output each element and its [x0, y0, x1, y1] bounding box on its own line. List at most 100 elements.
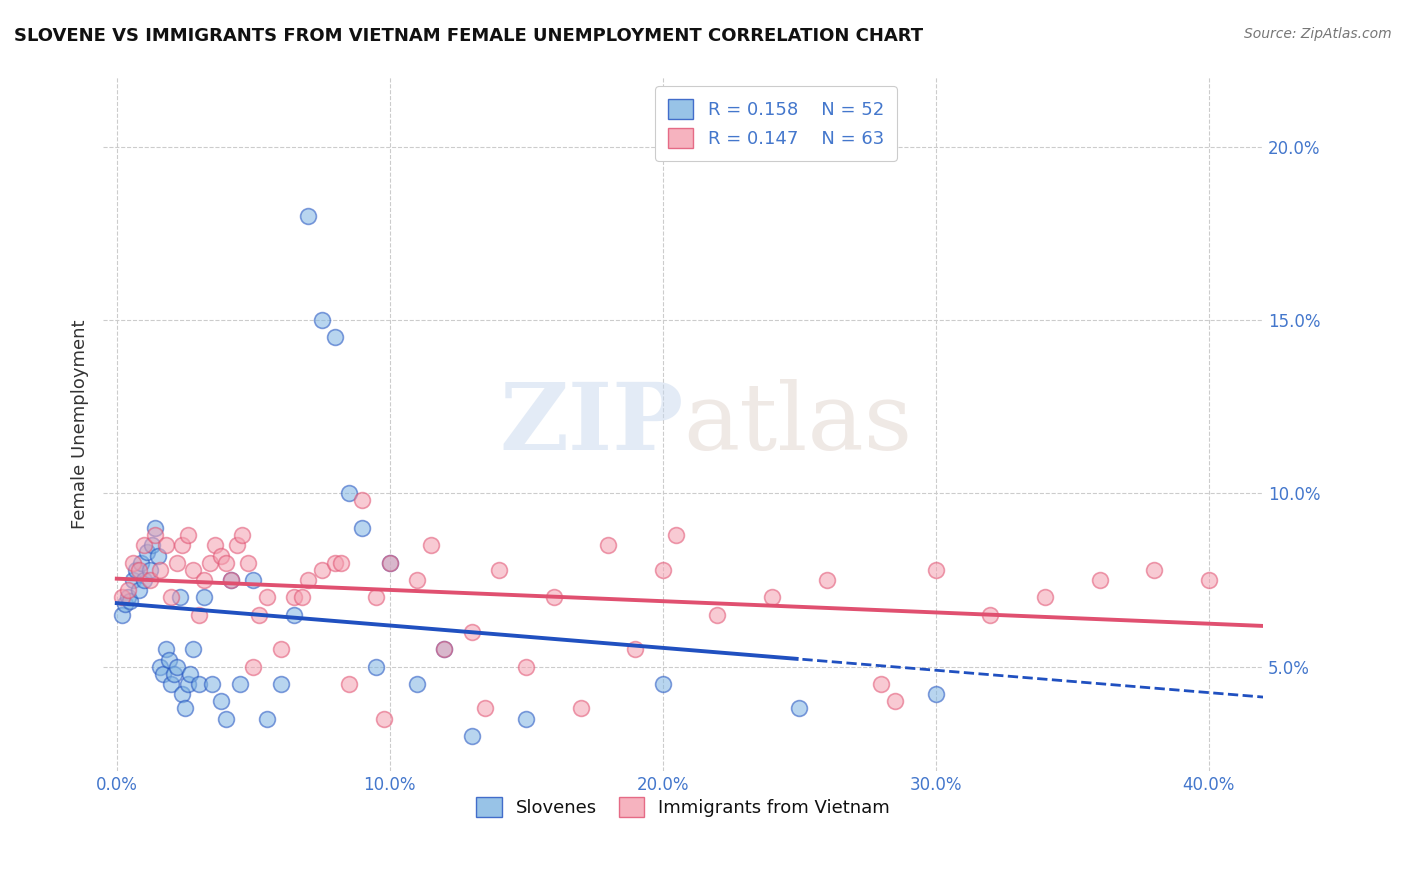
Point [187, 607, 209, 622]
Point [157, 653, 180, 667]
Point [787, 701, 810, 715]
Point [125, 563, 148, 577]
Point [193, 591, 215, 605]
Point [256, 712, 278, 726]
Point [665, 528, 688, 542]
Point [172, 688, 194, 702]
Point [433, 642, 456, 657]
Point [283, 591, 305, 605]
Point [352, 521, 374, 535]
Point [329, 556, 352, 570]
Point [152, 666, 174, 681]
Point [160, 677, 183, 691]
Point [419, 538, 441, 552]
Point [143, 528, 166, 542]
Point [225, 538, 247, 552]
Point [160, 591, 183, 605]
Point [209, 694, 232, 708]
Point [193, 573, 215, 587]
Point [406, 677, 429, 691]
Point [128, 583, 150, 598]
Y-axis label: Female Unemployment: Female Unemployment [72, 319, 89, 529]
Point [870, 677, 893, 691]
Point [474, 701, 496, 715]
Point [128, 563, 150, 577]
Point [366, 591, 388, 605]
Point [122, 573, 145, 587]
Point [883, 694, 905, 708]
Point [598, 538, 620, 552]
Point [215, 556, 238, 570]
Point [515, 659, 537, 673]
Point [236, 556, 259, 570]
Point [378, 556, 401, 570]
Point [247, 607, 270, 622]
Point [1088, 573, 1111, 587]
Point [181, 642, 204, 657]
Point [337, 677, 360, 691]
Text: ZIP: ZIP [499, 379, 683, 469]
Text: atlas: atlas [683, 379, 912, 469]
Point [242, 659, 264, 673]
Point [146, 549, 169, 563]
Point [138, 563, 160, 577]
Point [169, 591, 191, 605]
Point [311, 563, 333, 577]
Point [155, 642, 177, 657]
Point [488, 563, 510, 577]
Point [221, 573, 243, 587]
Point [624, 642, 647, 657]
Point [187, 677, 209, 691]
Point [366, 659, 388, 673]
Point [270, 642, 292, 657]
Point [122, 556, 145, 570]
Point [460, 625, 482, 640]
Point [141, 538, 163, 552]
Point [198, 556, 221, 570]
Point [111, 591, 134, 605]
Text: SLOVENE VS IMMIGRANTS FROM VIETNAM FEMALE UNEMPLOYMENT CORRELATION CHART: SLOVENE VS IMMIGRANTS FROM VIETNAM FEMAL… [14, 27, 924, 45]
Point [270, 677, 292, 691]
Point [209, 549, 232, 563]
Point [515, 712, 537, 726]
Point [132, 573, 155, 587]
Point [297, 209, 319, 223]
Point [204, 538, 226, 552]
Point [111, 607, 134, 622]
Point [174, 701, 197, 715]
Point [179, 666, 201, 681]
Point [228, 677, 250, 691]
Point [149, 563, 172, 577]
Point [460, 729, 482, 743]
Point [117, 591, 139, 605]
Point [1198, 573, 1220, 587]
Point [166, 659, 188, 673]
Point [337, 486, 360, 500]
Point [291, 591, 314, 605]
Point [256, 591, 278, 605]
Point [352, 493, 374, 508]
Point [117, 583, 139, 598]
Point [569, 701, 592, 715]
Point [166, 556, 188, 570]
Point [433, 642, 456, 657]
Point [925, 688, 948, 702]
Point [163, 666, 186, 681]
Point [131, 556, 153, 570]
Point [925, 563, 948, 577]
Point [761, 591, 783, 605]
Point [215, 712, 238, 726]
Point [979, 607, 1001, 622]
Point [132, 538, 155, 552]
Point [1143, 563, 1166, 577]
Point [706, 607, 728, 622]
Point [155, 538, 177, 552]
Point [283, 607, 305, 622]
Point [311, 313, 333, 327]
Point [815, 573, 838, 587]
Point [201, 677, 224, 691]
Text: Source: ZipAtlas.com: Source: ZipAtlas.com [1244, 27, 1392, 41]
Point [149, 659, 172, 673]
Point [242, 573, 264, 587]
Point [297, 573, 319, 587]
